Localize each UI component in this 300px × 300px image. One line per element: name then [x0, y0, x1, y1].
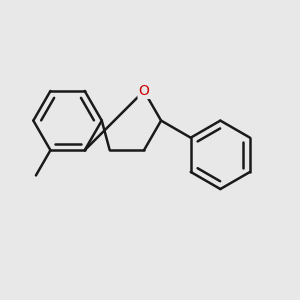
Text: O: O	[139, 84, 149, 98]
